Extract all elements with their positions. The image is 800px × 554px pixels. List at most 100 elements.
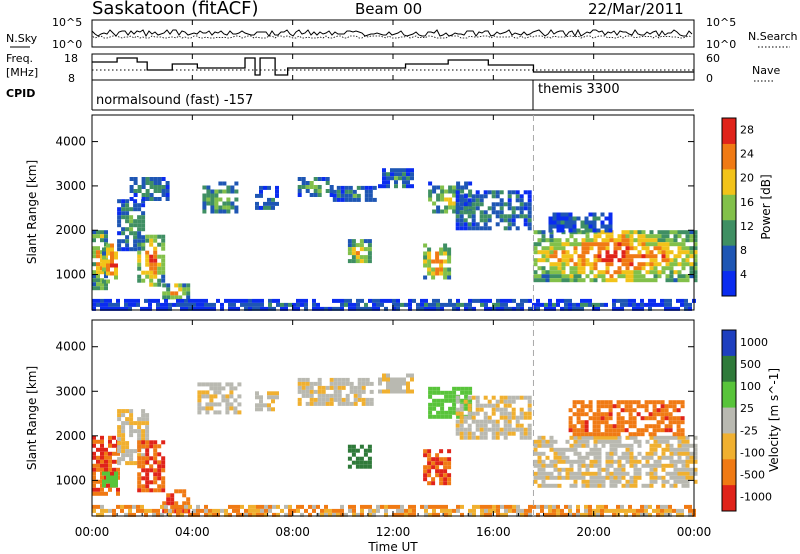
data-cell	[613, 467, 618, 472]
data-cell	[537, 230, 542, 235]
data-cell	[161, 189, 166, 193]
data-cell	[660, 412, 665, 417]
data-cell	[255, 407, 259, 412]
data-cell	[359, 255, 364, 260]
data-cell	[613, 242, 618, 247]
data-cell	[479, 423, 484, 428]
data-cell	[186, 291, 191, 296]
data-cell	[592, 416, 597, 421]
data-cell	[352, 193, 357, 198]
data-cell	[149, 440, 154, 445]
data-cell	[589, 483, 594, 488]
data-cell	[588, 228, 593, 233]
data-cell	[468, 302, 472, 307]
data-cell	[424, 504, 428, 509]
colorbar-swatch	[722, 168, 736, 195]
data-cell	[325, 177, 330, 181]
data-cell	[92, 443, 96, 448]
data-cell	[612, 508, 616, 513]
data-cell	[597, 475, 602, 480]
data-cell	[665, 230, 670, 235]
data-cell	[561, 266, 566, 271]
data-cell	[628, 424, 633, 429]
data-cell	[625, 258, 630, 263]
data-cell	[141, 219, 146, 224]
data-cell	[577, 254, 582, 259]
data-cell	[206, 185, 211, 190]
data-cell	[548, 216, 553, 221]
data-cell	[133, 461, 138, 466]
data-cell	[656, 400, 661, 405]
data-cell	[133, 449, 138, 454]
data-cell	[439, 473, 444, 478]
data-cell	[600, 224, 605, 229]
data-cell	[624, 404, 629, 409]
data-cell	[604, 416, 609, 421]
data-cell	[186, 283, 191, 288]
data-cell	[649, 278, 654, 283]
data-cell	[584, 224, 589, 229]
data-cell	[455, 198, 460, 203]
data-cell	[528, 306, 532, 311]
data-cell	[541, 451, 546, 456]
data-cell	[284, 512, 288, 517]
data-cell	[431, 481, 436, 486]
data-cell	[439, 449, 444, 454]
data-cell	[628, 416, 633, 421]
data-cell	[368, 512, 372, 517]
data-cell	[625, 471, 630, 476]
data-cell	[213, 386, 218, 391]
data-cell	[673, 471, 678, 476]
data-cell	[102, 267, 106, 272]
data-cell	[483, 395, 488, 400]
data-cell	[92, 479, 96, 484]
data-cell	[669, 258, 674, 263]
data-cell	[617, 459, 622, 464]
data-cell	[145, 460, 150, 465]
data-cell	[640, 302, 644, 307]
data-cell	[597, 274, 602, 279]
data-cell	[569, 471, 574, 476]
data-cell	[447, 449, 452, 454]
data-cell	[305, 385, 310, 390]
data-cell	[533, 278, 538, 283]
data-cell	[447, 481, 452, 486]
data-cell	[592, 220, 597, 225]
data-cell	[157, 242, 162, 247]
data-cell	[617, 467, 622, 472]
data-cell	[541, 254, 546, 259]
data-cell	[352, 512, 356, 517]
data-cell	[137, 433, 142, 438]
data-cell	[206, 201, 211, 206]
data-cell	[423, 243, 428, 248]
data-cell	[569, 254, 574, 259]
data-cell	[677, 479, 682, 484]
data-cell	[545, 250, 550, 255]
data-cell	[652, 424, 657, 429]
data-cell	[633, 230, 638, 235]
data-cell	[428, 504, 432, 509]
data-cell	[624, 408, 629, 413]
data-cell	[549, 278, 554, 283]
data-cell	[170, 509, 175, 514]
data-cell	[218, 189, 223, 194]
data-cell	[597, 459, 602, 464]
data-cell	[361, 397, 366, 402]
data-cell	[256, 512, 260, 517]
data-cell	[276, 298, 280, 303]
data-cell	[641, 242, 646, 247]
data-cell	[653, 242, 658, 247]
data-cell	[612, 302, 616, 307]
data-cell	[108, 443, 112, 448]
data-cell	[503, 218, 508, 223]
data-cell	[656, 428, 661, 433]
data-cell	[137, 254, 142, 259]
data-cell	[174, 283, 179, 288]
data-cell	[681, 246, 686, 251]
data-cell	[653, 258, 658, 263]
data-cell	[309, 397, 314, 402]
data-cell	[585, 443, 590, 448]
data-cell	[157, 444, 162, 449]
data-cell	[351, 452, 356, 457]
data-cell	[255, 395, 259, 400]
